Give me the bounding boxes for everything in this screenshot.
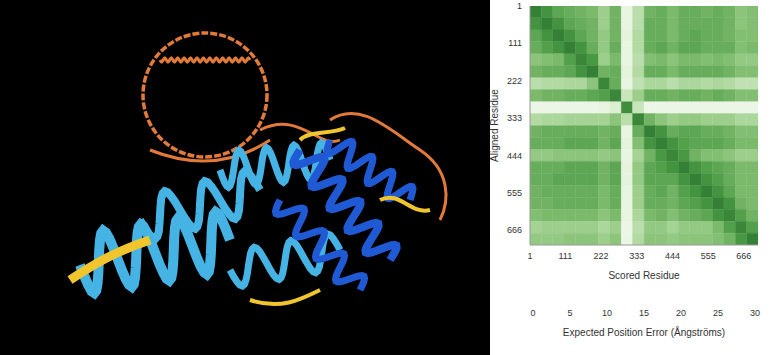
svg-text:20: 20 xyxy=(676,308,686,318)
svg-text:Scored Residue: Scored Residue xyxy=(608,270,680,281)
svg-text:5: 5 xyxy=(567,308,572,318)
svg-text:15: 15 xyxy=(639,308,649,318)
svg-text:111: 111 xyxy=(559,251,573,261)
svg-text:1: 1 xyxy=(517,1,522,11)
svg-text:222: 222 xyxy=(507,76,522,86)
svg-text:30: 30 xyxy=(750,308,760,318)
svg-text:444: 444 xyxy=(665,251,680,261)
svg-text:1: 1 xyxy=(527,251,532,261)
svg-text:666: 666 xyxy=(736,251,751,261)
svg-text:666: 666 xyxy=(507,225,522,235)
svg-text:333: 333 xyxy=(507,113,522,123)
svg-text:222: 222 xyxy=(594,251,609,261)
svg-text:444: 444 xyxy=(507,151,522,161)
svg-text:555: 555 xyxy=(701,251,716,261)
svg-text:111: 111 xyxy=(508,38,522,48)
svg-text:333: 333 xyxy=(629,251,644,261)
svg-text:0: 0 xyxy=(530,308,535,318)
svg-text:10: 10 xyxy=(602,308,612,318)
svg-text:25: 25 xyxy=(713,308,723,318)
svg-text:Aligned Residue: Aligned Residue xyxy=(490,89,500,162)
svg-text:555: 555 xyxy=(507,188,522,198)
svg-text:Expected Position Error (Ångst: Expected Position Error (Ångströms) xyxy=(563,326,725,338)
